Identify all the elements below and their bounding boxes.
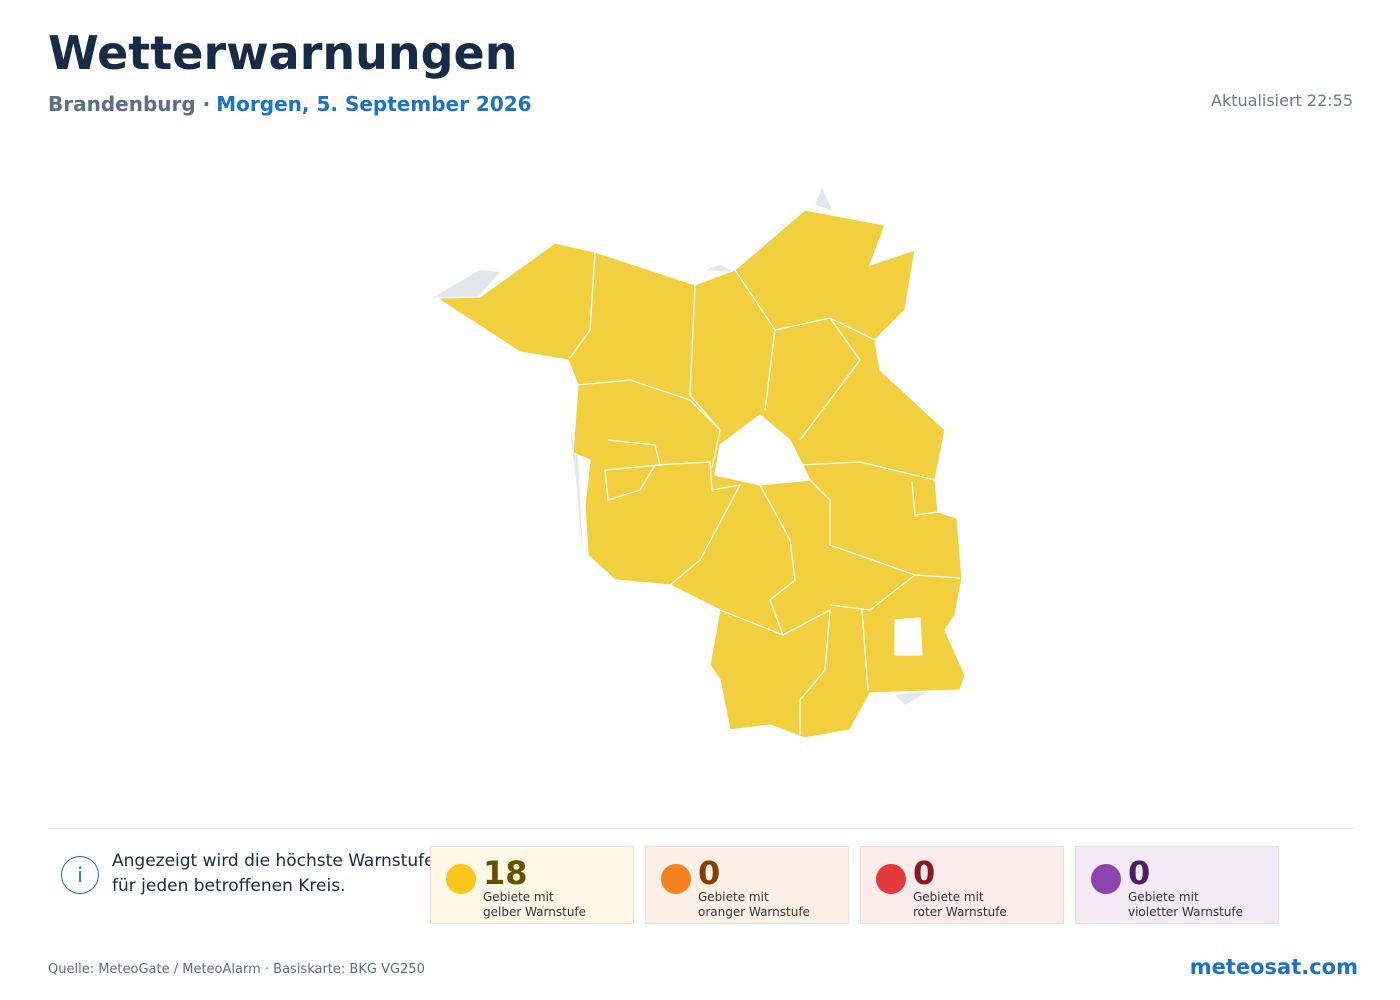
label: gelber Warnstufe: [483, 905, 587, 919]
label: Gebiete mit: [483, 890, 554, 904]
level-dot: [876, 864, 906, 894]
region-brandenburg: [435, 209, 966, 739]
label: Gebiete mit: [698, 890, 769, 904]
source: Quelle: MeteoGate / MeteoAlarm · Basiska…: [48, 962, 425, 977]
label: roter Warnstufe: [913, 905, 1007, 919]
subtitle: Brandenburg · Morgen, 5. September 2026: [48, 92, 532, 116]
label: violetter Warnstufe: [1128, 905, 1243, 919]
separator: ·: [202, 92, 211, 116]
map: [432, 188, 966, 739]
count: 0: [1128, 854, 1151, 892]
level-dot: [446, 864, 476, 894]
updated: Aktualisiert 22:55: [1211, 91, 1353, 110]
count: 0: [913, 854, 936, 892]
date: Morgen, 5. September 2026: [216, 92, 532, 116]
divider: [48, 828, 1353, 829]
info-icon: i: [61, 856, 99, 894]
label: oranger Warnstufe: [698, 905, 810, 919]
summary-card: 0 Gebiete mit violetter Warnstufe: [1075, 846, 1279, 924]
district-borders: [569, 251, 961, 735]
info-text: Angezeigt wird die höchste Warnstufe für…: [112, 851, 435, 896]
brand[interactable]: meteosat.com: [1189, 955, 1358, 979]
summary-card: 0 Gebiete mit oranger Warnstufe: [645, 846, 849, 924]
level-dot: [1091, 864, 1121, 894]
title: Wetterwarnungen: [48, 26, 518, 80]
label: Gebiete mit: [1128, 890, 1199, 904]
summary-card: 18 Gebiete mit gelber Warnstufe: [430, 846, 634, 924]
level-dot: [661, 864, 691, 894]
count: 0: [698, 854, 721, 892]
count: 18: [483, 854, 528, 892]
label: Gebiete mit: [913, 890, 984, 904]
summary-card: 0 Gebiete mit roter Warnstufe: [860, 846, 1064, 924]
region: Brandenburg: [48, 92, 196, 116]
